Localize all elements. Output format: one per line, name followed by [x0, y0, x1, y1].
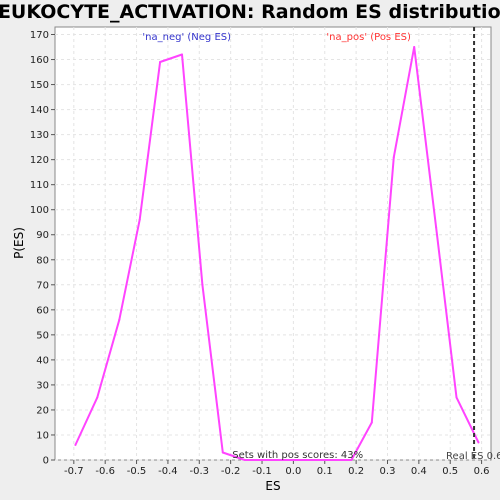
y-tick-label: 90 — [36, 230, 49, 241]
data-point — [392, 156, 395, 159]
y-tick-label: 140 — [30, 105, 49, 116]
data-point — [181, 53, 183, 56]
pos-es-label: 'na_pos' (Pos ES) — [326, 32, 411, 43]
plot-area — [54, 26, 492, 461]
x-tick-label: -0.2 — [221, 466, 241, 477]
data-point — [221, 451, 224, 454]
data-point — [287, 459, 290, 461]
y-tick-label: 10 — [36, 430, 49, 441]
data-point — [159, 61, 162, 63]
y-tick-label: 40 — [36, 355, 49, 366]
data-point — [435, 226, 438, 229]
data-point — [330, 459, 332, 461]
y-tick-label: 130 — [30, 130, 49, 141]
axes: 0 10 20 30 40 50 60 70 80 90 100 110 120 130 140 150 160… — [30, 30, 490, 477]
y-tick-label: 80 — [36, 255, 49, 266]
data-point — [201, 283, 204, 286]
x-tick-label: 0.4 — [411, 466, 427, 477]
data-point — [370, 421, 373, 424]
annotations: 'na_neg' (Neg ES) 'na_pos' (Pos ES) Real… — [142, 27, 500, 462]
data-point — [74, 444, 77, 446]
y-tick-label: 170 — [30, 30, 49, 41]
data-point — [350, 459, 353, 461]
data-point — [118, 318, 121, 321]
pos-scores-label: Sets with pos scores: 43% — [232, 450, 363, 461]
y-tick-label: 20 — [36, 405, 49, 416]
data-point — [413, 46, 416, 48]
x-tick-label: -0.6 — [95, 466, 115, 477]
x-tick-label: 0.3 — [380, 466, 396, 477]
data-point — [243, 459, 246, 461]
y-tick-label: 0 — [43, 456, 49, 467]
y-tick-label: 70 — [36, 280, 49, 291]
x-tick-label: 0.1 — [317, 466, 333, 477]
data-point — [138, 218, 141, 221]
real-es-label: Real ES 0.6 — [446, 451, 500, 462]
y-tick-label: 30 — [36, 380, 49, 391]
y-tick-label: 120 — [30, 155, 49, 166]
y-tick-label: 150 — [30, 80, 49, 91]
x-tick-label: 0.6 — [474, 466, 490, 477]
data-point — [96, 396, 99, 399]
grid — [55, 27, 491, 461]
neg-es-label: 'na_neg' (Neg ES) — [142, 32, 231, 43]
x-tick-label: -0.3 — [190, 466, 210, 477]
y-tick-label: 60 — [36, 305, 49, 316]
data-point — [308, 459, 311, 461]
y-tick-label: 100 — [30, 205, 49, 216]
x-tick-label: 0.5 — [442, 466, 458, 477]
y-tick-label: 160 — [30, 55, 49, 66]
x-axis-label: ES — [265, 479, 280, 493]
series-layer — [74, 46, 480, 461]
x-tick-label: 0.0 — [285, 466, 301, 477]
y-axis-label: P(ES) — [12, 227, 26, 259]
x-tick-label: 0.2 — [348, 466, 364, 477]
series-line-0 — [74, 46, 480, 461]
x-tick-label: -0.4 — [158, 466, 178, 477]
y-tick-label: 110 — [30, 180, 49, 191]
x-tick-label: -0.5 — [127, 466, 147, 477]
data-point — [477, 441, 480, 444]
data-point — [455, 396, 458, 399]
x-tick-label: -0.7 — [64, 466, 84, 477]
data-point — [265, 459, 268, 461]
chart-title: LEUKOCYTE_ACTIVATION: Random ES distribu… — [0, 1, 500, 23]
x-tick-label: -0.1 — [252, 466, 272, 477]
y-tick-label: 50 — [36, 330, 49, 341]
